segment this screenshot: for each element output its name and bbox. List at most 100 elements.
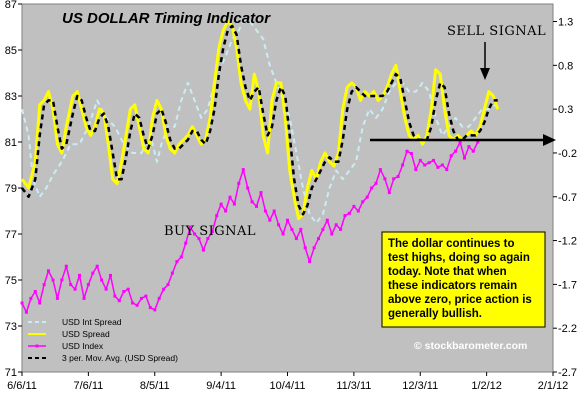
usd-index-point [157, 296, 161, 300]
y-right-tick-label: 0.3 [558, 104, 573, 116]
usd-index-point [20, 301, 24, 305]
usd-index-point [188, 225, 192, 229]
y-left-tick-label: 77 [5, 229, 17, 241]
usd-index-point [193, 232, 197, 236]
x-tick-label: 1/2/12 [471, 380, 502, 392]
usd-index-point [356, 209, 360, 213]
usd-index-point [170, 271, 174, 275]
usd-index-point [325, 218, 329, 222]
usd-index-point [330, 232, 334, 236]
usd-index-point [206, 237, 210, 241]
usd-index-point [73, 287, 77, 291]
series-line-usd-spread [20, 20, 500, 221]
usd-index-point [405, 149, 409, 153]
y-right-tick-label: -0.2 [558, 148, 577, 160]
usd-index-point [418, 158, 422, 162]
usd-index-point [263, 209, 267, 213]
sell-signal-arrow [480, 42, 490, 80]
usd-index-point [38, 301, 42, 305]
note-line-3: today. Note that when [388, 266, 507, 278]
usd-index-point [396, 175, 400, 178]
usd-index-point [86, 283, 90, 287]
usd-index-point [299, 227, 303, 231]
usd-index-point [55, 296, 59, 300]
legend: USD Int Spread USD Spread USD Index 3 pe… [28, 317, 178, 363]
usd-index-point [250, 200, 254, 204]
y-right-tick-label: -1.2 [558, 236, 577, 248]
usd-index-point [392, 177, 396, 181]
note-line-6: generally bullish. [388, 308, 482, 320]
usd-index-point [113, 294, 117, 298]
x-tick-label: 9/4/11 [206, 380, 236, 392]
legend-label-usd-int-spread: USD Int Spread [62, 317, 122, 327]
zero-line-arrow [370, 134, 556, 146]
usd-index-point [281, 232, 285, 236]
usd-index-point [100, 278, 104, 282]
usd-index-point [401, 163, 405, 167]
usd-index-point [131, 301, 135, 305]
usd-index-point [409, 152, 413, 155]
y-right-axis: -2.7 -2.2 -1.7 -1.2 -0.7 -0.2 0.3 0.8 1.3 [553, 17, 577, 379]
chart-title: US DOLLAR Timing Indicator [62, 10, 271, 27]
note-line-1: The dollar continues to [388, 238, 515, 250]
usd-index-point [215, 214, 219, 218]
usd-index-point [219, 202, 223, 206]
x-tick-label: 10/4/11 [270, 380, 306, 392]
legend-marker-usd-index [35, 344, 39, 348]
usd-index-point [321, 227, 325, 231]
x-tick-label: 11/3/11 [336, 380, 371, 392]
usd-index-point [290, 227, 294, 231]
usd-index-point [104, 287, 108, 291]
usd-index-point [224, 209, 228, 213]
usd-index-point [184, 241, 188, 245]
usd-index-point [317, 237, 320, 241]
usd-index-point [352, 204, 356, 208]
sell-signal-label: SELL SIGNAL [447, 24, 546, 39]
legend-label-usd-index: USD Index [62, 341, 104, 351]
usd-index-point [467, 145, 471, 149]
x-tick-label: 8/5/11 [140, 380, 170, 392]
usd-index-point [33, 290, 37, 293]
usd-index-point [259, 191, 263, 195]
usd-index-point [449, 154, 453, 158]
usd-index-point [378, 168, 382, 172]
usd-index-point [365, 195, 369, 199]
usd-index-point [109, 273, 112, 277]
usd-index-point [308, 260, 312, 264]
usd-index-point [272, 209, 276, 213]
usd-index-point [361, 200, 365, 204]
usd-index-point [148, 306, 152, 310]
y-left-tick-label: 79 [5, 183, 17, 195]
y-right-tick-label: -2.7 [558, 367, 577, 379]
y-left-tick-label: 75 [5, 275, 17, 287]
usd-index-point [277, 223, 281, 227]
x-tick-label: 2/1/12 [538, 380, 569, 392]
usd-index-point [144, 294, 148, 298]
usd-index-point [427, 161, 431, 165]
y-left-tick-label: 85 [5, 45, 17, 57]
usd-index-point [303, 246, 307, 250]
usd-index-point [69, 283, 73, 287]
usd-index-point [374, 181, 378, 185]
usd-index-point [95, 264, 99, 268]
usd-index-point [117, 299, 121, 303]
usd-index-point [24, 310, 28, 314]
note-line-5: above zero, price action is [388, 294, 532, 306]
note-line-4: these indicators remain [388, 280, 517, 292]
usd-index-point [286, 218, 289, 222]
usd-index-point [179, 255, 183, 259]
x-tick-label: 6/6/11 [7, 380, 37, 392]
y-right-tick-label: -2.2 [558, 323, 577, 335]
legend-label-moving-average: 3 per. Mov. Avg. (USD Spread) [62, 353, 178, 363]
usd-index-point [153, 308, 157, 312]
usd-index-point [29, 296, 33, 300]
credit-label: © stockbarometer.com [414, 340, 527, 352]
usd-index-point [60, 278, 64, 282]
usd-index-point [175, 260, 179, 264]
usd-index-point [166, 283, 170, 287]
series-line-usd-index [21, 141, 479, 313]
y-right-tick-label: 1.3 [558, 17, 573, 29]
usd-index-point [334, 223, 338, 227]
usd-index-point [210, 230, 214, 234]
